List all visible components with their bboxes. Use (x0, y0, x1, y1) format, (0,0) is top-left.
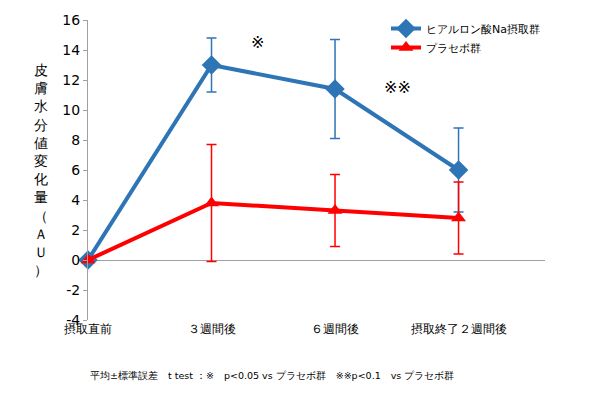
svg-text:※※: ※※ (384, 78, 411, 97)
svg-text:プラセボ群: プラセボ群 (426, 42, 481, 55)
svg-text:３週間後: ３週間後 (188, 322, 236, 336)
svg-text:摂取直前: 摂取直前 (64, 322, 112, 336)
svg-text:-2: -2 (66, 282, 80, 298)
svg-text:2: 2 (71, 222, 80, 238)
svg-text:16: 16 (62, 12, 80, 28)
svg-text:平均±標準誤差 t test ：※ p<0.05 vs プラ: 平均±標準誤差 t test ：※ p<0.05 vs プラセボ群 ※※p<0.… (90, 370, 454, 381)
svg-text:0: 0 (71, 252, 80, 268)
svg-text:4: 4 (71, 192, 80, 208)
svg-text:6: 6 (71, 162, 80, 178)
svg-text:※: ※ (251, 33, 264, 52)
svg-text:12: 12 (62, 72, 80, 88)
svg-text:６週間後: ６週間後 (311, 322, 359, 336)
svg-text:8: 8 (71, 132, 80, 148)
svg-text:10: 10 (62, 102, 80, 118)
svg-text:14: 14 (62, 42, 80, 58)
svg-text:皮膚水分値変化量（ＡＵ）: 皮膚水分値変化量（ＡＵ） (34, 62, 48, 278)
svg-text:摂取終了２週間後: 摂取終了２週間後 (411, 322, 507, 336)
svg-text:-4: -4 (66, 312, 80, 328)
svg-text:ヒアルロン酸Na摂取群: ヒアルロン酸Na摂取群 (426, 23, 540, 36)
